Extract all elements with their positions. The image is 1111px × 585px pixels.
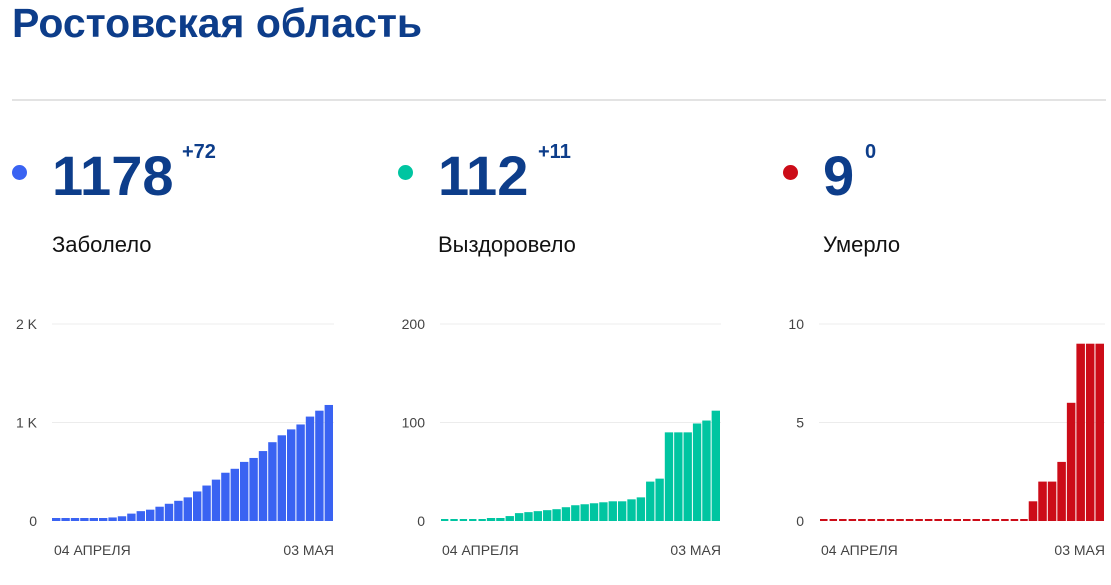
bar [155,506,164,521]
bar [136,511,145,521]
deaths-dot-icon [783,165,798,180]
bar [1095,343,1104,521]
bar [496,518,505,521]
bar [305,416,315,521]
bar [599,502,608,521]
bar [324,404,333,521]
bar [268,442,277,521]
bar [202,485,211,521]
bar [608,501,617,521]
bar [99,518,108,521]
infected-chart: 0 1 K 2 K 04 АПРЕЛЯ 03 МАЯ [16,316,334,558]
bar [211,479,221,521]
y-tick-label: 0 [417,513,425,529]
bar [174,500,183,521]
y-tick-label: 2 K [16,316,38,332]
bar [277,435,286,521]
recovered-dot-icon [398,165,413,180]
bar [505,516,514,521]
bar [183,497,192,521]
bar [533,511,543,521]
bar [711,410,720,521]
recovered-chart: 0 100 200 04 АПРЕЛЯ 03 МАЯ [402,316,721,558]
bar [117,516,127,521]
y-tick-label: 1 K [16,415,38,431]
bar [636,497,646,521]
bar [61,518,70,521]
bar [552,509,561,521]
bar [1057,461,1066,521]
bar [646,481,655,521]
divider [12,99,1106,101]
bar [486,518,496,521]
x-end-label: 03 МАЯ [1054,542,1105,558]
bar [108,517,117,521]
bar [1085,343,1095,521]
x-start-label: 04 АПРЕЛЯ [442,542,519,558]
bar [1038,481,1047,521]
page-title: Ростовская область [12,0,423,46]
recovered-value: 112 [438,144,529,207]
recovered-label: Выздоровело [438,232,576,257]
x-start-label: 04 АПРЕЛЯ [821,542,898,558]
bar [617,501,627,521]
bar [164,503,174,521]
y-tick-label: 10 [788,316,804,332]
bar [287,429,296,521]
bar [80,518,89,521]
bar [70,518,80,521]
x-start-label: 04 АПРЕЛЯ [54,542,131,558]
bar [193,491,202,521]
y-tick-label: 0 [796,513,804,529]
bar [627,499,636,521]
bar [692,423,702,521]
deaths-value: 9 [823,144,855,207]
stat-panel-deaths: 9 0 Умерло 0 5 10 04 АПРЕЛЯ 03 МАЯ [770,0,1111,585]
bar [1076,343,1085,521]
bar [146,509,155,521]
bar [1066,402,1076,521]
bar [1047,481,1057,521]
bar [655,478,664,521]
deaths-delta: 0 [865,141,877,163]
bar [683,432,692,521]
infected-dot-icon [12,165,27,180]
recovered-delta: +11 [538,141,571,163]
bar [315,410,324,521]
y-tick-label: 5 [796,415,804,431]
bar [258,451,268,521]
bar [89,518,98,521]
bar [561,507,571,521]
bar [580,504,589,521]
bar [702,420,711,521]
bar [524,512,533,521]
y-tick-label: 200 [402,316,426,332]
deaths-chart: 0 5 10 04 АПРЕЛЯ 03 МАЯ [788,316,1105,558]
y-tick-label: 0 [29,513,37,529]
bar [249,457,258,521]
bar [589,503,599,521]
stat-panel-recovered: 112 +11 Выздоровело 0 100 200 04 АПРЕЛЯ 03 М… [385,0,755,585]
bar [221,472,230,521]
bar [296,424,305,521]
infected-label: Заболело [52,232,152,257]
infected-value: 1178 [52,144,174,207]
x-end-label: 03 МАЯ [283,542,334,558]
bar [571,505,580,521]
bar [127,513,136,521]
bar [52,518,61,521]
deaths-label: Умерло [823,232,901,257]
bar [664,432,674,521]
bar [230,468,239,521]
bar [674,432,683,521]
bar [514,513,524,521]
bar [1028,501,1038,521]
bar [543,510,552,521]
stat-panel-infected: 1178 +72 Заболело 0 1 K 2 K 04 АПРЕЛЯ 03 МАЯ [0,0,370,585]
y-tick-label: 100 [402,415,426,431]
x-end-label: 03 МАЯ [670,542,721,558]
infected-delta: +72 [182,141,216,163]
bar [240,461,249,521]
